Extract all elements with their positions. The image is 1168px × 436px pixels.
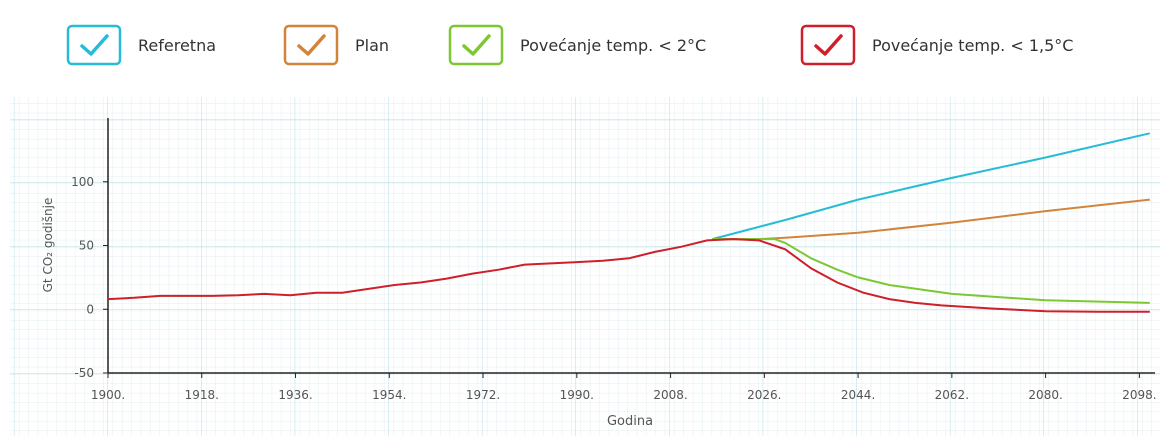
x-tick-label: 1936. [278,388,312,402]
legend-item[interactable]: Povećanje temp. < 2°C [448,24,706,66]
series-line [107,238,1150,313]
x-tick-label: 2098. [1122,388,1156,402]
legend-item[interactable]: Referetna [66,24,216,66]
series-line [711,132,1151,241]
legend-label: Plan [355,36,389,55]
x-tick-label: 2062. [935,388,969,402]
x-tick-label: 2008. [653,388,687,402]
x-tick-label: 1990. [560,388,594,402]
series-line [712,238,1150,304]
legend-label: Povećanje temp. < 2°C [520,36,706,55]
y-tick-label: 0 [86,302,94,316]
legend-checkbox [66,24,122,66]
y-axis-label: Gt CO₂ godišnje [41,198,55,293]
legend-item[interactable]: Povećanje temp. < 1,5°C [800,24,1073,66]
y-tick-label: -50 [74,366,94,380]
x-tick-label: 2080. [1028,388,1062,402]
x-axis-label: Godina [607,414,653,429]
y-tick-label: 50 [79,239,94,253]
x-tick-label: 1972. [466,388,500,402]
x-tick-label: 1900. [91,388,125,402]
legend-label: Povećanje temp. < 1,5°C [872,36,1073,55]
graph-paper [10,97,1160,436]
x-tick-label: 1918. [185,388,219,402]
legend-check [814,34,843,56]
legend-item[interactable]: Plan [283,24,389,66]
x-tick-label: 1954. [372,388,406,402]
y-tick-label: 100 [71,175,94,189]
legend-check [462,34,491,56]
legend-check [297,34,326,56]
legend-check [80,34,109,56]
legend-label: Referetna [138,36,216,55]
legend-checkbox [448,24,504,66]
legend-checkbox [800,24,856,66]
x-tick-label: 2026. [747,388,781,402]
legend-checkbox [283,24,339,66]
x-tick-label: 2044. [841,388,875,402]
